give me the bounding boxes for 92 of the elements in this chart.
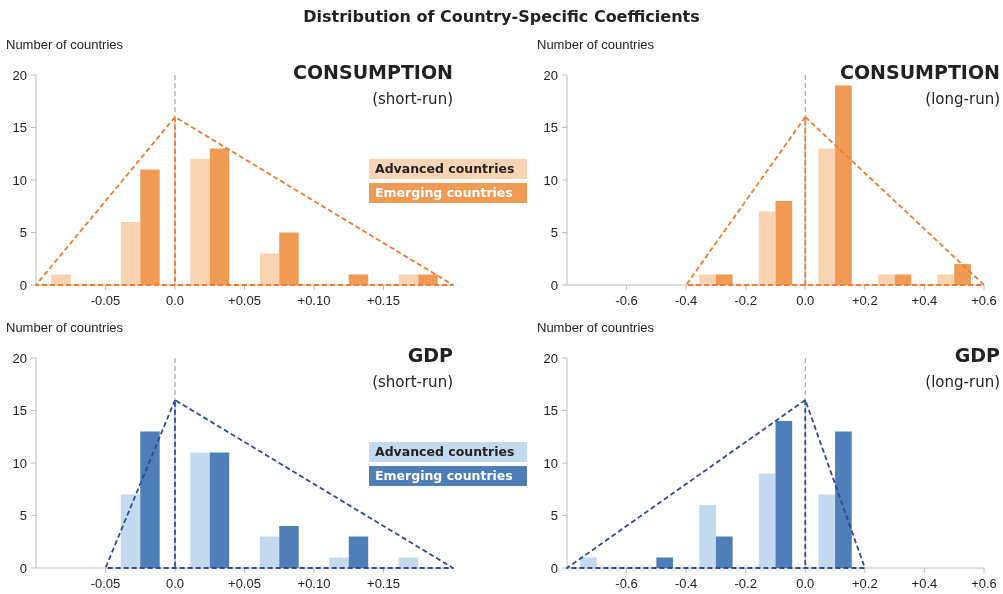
bar (51, 274, 71, 285)
x-tick-label: -0.4 (674, 293, 698, 308)
y-tick-label: 5 (550, 225, 558, 241)
y-axis-title: Number of countries (537, 37, 655, 52)
bar (877, 274, 895, 285)
bar (120, 222, 141, 285)
y-tick-label: 0 (19, 560, 27, 576)
x-tick-label: -0.05 (90, 576, 121, 591)
text: Distribution of Country-Specific Coefficients (303, 7, 700, 26)
y-tick-label: 10 (12, 172, 27, 188)
x-tick-label: +0.15 (367, 293, 400, 308)
x-tick-label: 0.0 (165, 293, 185, 308)
bar (190, 159, 210, 285)
bar (818, 494, 836, 568)
chart-title: CONSUMPTION (839, 61, 1000, 83)
y-tick-label: 20 (12, 67, 27, 83)
y-tick-label: 15 (543, 120, 558, 136)
x-tick-label: 0.0 (165, 576, 185, 591)
bar (348, 536, 369, 568)
y-tick-label: 15 (12, 403, 27, 419)
bar (120, 494, 141, 568)
x-tick-label: +0.6 (971, 576, 997, 591)
bar (656, 557, 674, 568)
x-tick-label: -0.2 (734, 576, 757, 591)
bar (699, 274, 716, 285)
y-axis-title: Number of countries (537, 320, 655, 335)
y-tick-label: 0 (19, 277, 27, 293)
bar (835, 431, 852, 568)
bar (715, 274, 733, 285)
bar (259, 536, 280, 568)
bar (775, 201, 793, 285)
y-axis-title: Number of countries (6, 320, 124, 335)
x-tick-label: -0.6 (615, 293, 638, 308)
text: (long-run) (925, 373, 1000, 391)
x-tick-label: 0.0 (796, 293, 815, 308)
text: Advanced countries (375, 444, 515, 460)
y-tick-label: 5 (550, 508, 558, 524)
x-tick-label: +0.2 (852, 293, 878, 308)
bar (758, 473, 776, 568)
y-tick-label: 20 (543, 350, 558, 366)
chart-title: GDP (954, 344, 1001, 366)
text: Emerging countries (375, 468, 513, 484)
x-tick-label: -0.2 (734, 293, 757, 308)
bar (699, 505, 716, 568)
x-tick-label: -0.05 (90, 293, 121, 308)
y-tick-label: 5 (19, 225, 27, 241)
y-tick-label: 10 (543, 172, 558, 188)
bar (279, 526, 299, 568)
chart-title: CONSUMPTION (292, 61, 453, 83)
x-tick-label: +0.2 (852, 576, 878, 591)
y-tick-label: 10 (543, 455, 558, 471)
x-tick-label: +0.05 (228, 293, 261, 308)
x-tick-label: +0.6 (971, 293, 997, 308)
x-tick-label: +0.10 (297, 576, 331, 591)
text: (long-run) (925, 90, 1000, 108)
y-tick-label: 20 (12, 350, 27, 366)
bar (715, 536, 733, 568)
bar (279, 232, 299, 285)
bar (209, 452, 230, 568)
bar (758, 211, 776, 285)
x-tick-label: -0.4 (674, 576, 698, 591)
bar (140, 169, 160, 285)
bar (954, 264, 971, 285)
text: (short-run) (372, 90, 453, 108)
bar (418, 274, 438, 285)
x-tick-label: +0.10 (297, 293, 331, 308)
y-tick-label: 0 (550, 277, 558, 293)
x-tick-label: +0.15 (367, 576, 400, 591)
bar (835, 85, 852, 285)
x-tick-label: 0.0 (796, 576, 815, 591)
bar (818, 148, 836, 285)
bar (190, 452, 210, 568)
y-tick-label: 10 (12, 455, 27, 471)
bar (209, 148, 230, 285)
y-tick-label: 5 (19, 508, 27, 524)
x-tick-label: +0.4 (911, 576, 938, 591)
text: (short-run) (372, 373, 453, 391)
bar (775, 421, 793, 568)
text: Advanced countries (375, 161, 515, 177)
y-tick-label: 0 (550, 560, 558, 576)
x-tick-label: +0.4 (911, 293, 938, 308)
bar (259, 253, 280, 285)
text: Emerging countries (375, 185, 513, 201)
x-tick-label: +0.05 (228, 576, 261, 591)
y-tick-label: 15 (12, 120, 27, 136)
y-tick-label: 15 (543, 403, 558, 419)
y-tick-label: 20 (543, 67, 558, 83)
x-tick-label: -0.6 (615, 576, 638, 591)
chart-title: GDP (407, 344, 454, 366)
bar (329, 557, 349, 568)
y-axis-title: Number of countries (6, 37, 124, 52)
bar (140, 431, 160, 568)
